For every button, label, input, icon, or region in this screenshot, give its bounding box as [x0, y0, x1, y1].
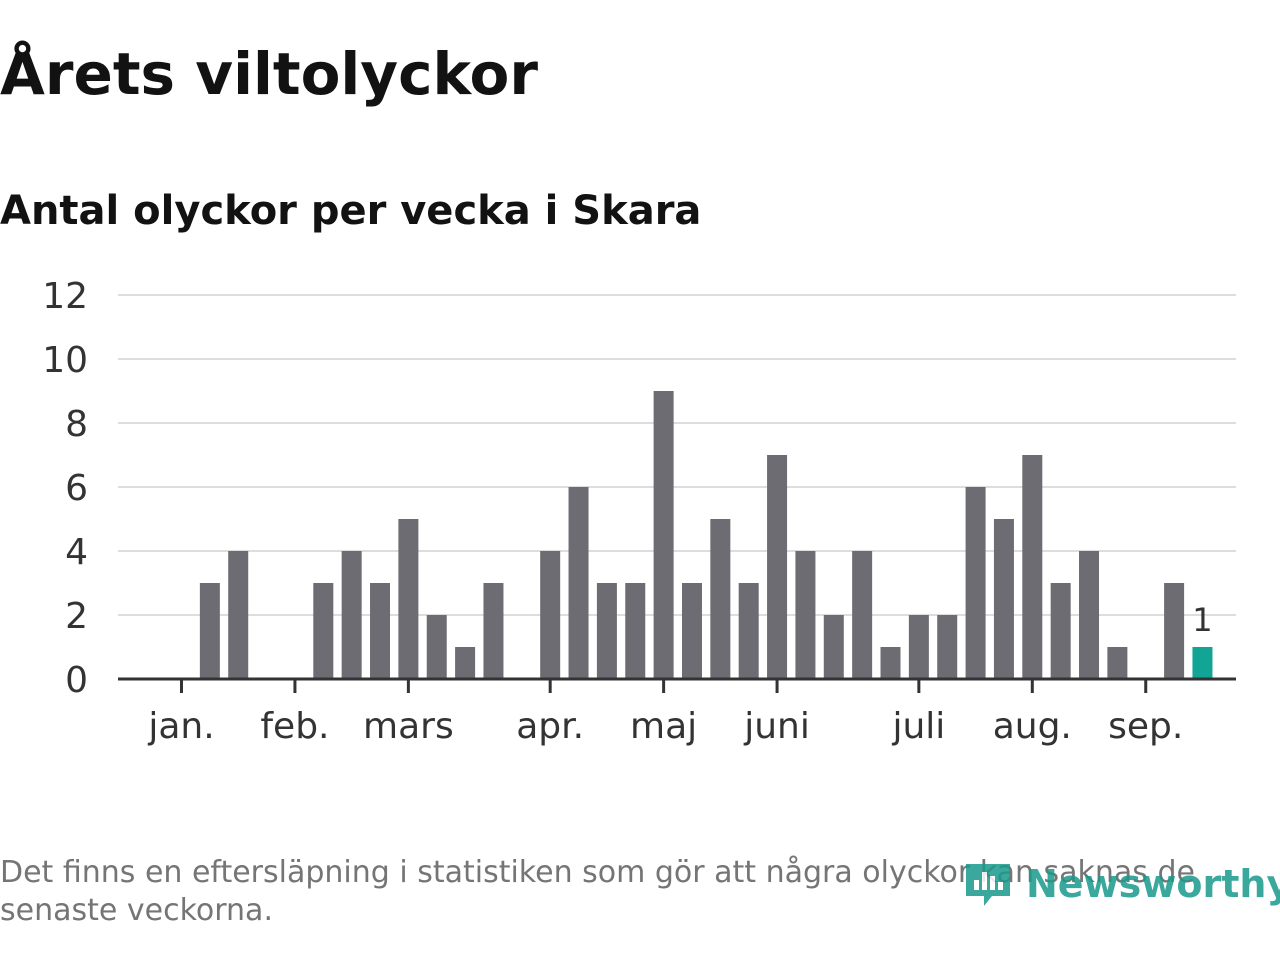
bar [341, 551, 362, 679]
bar [540, 551, 561, 679]
bar [908, 615, 929, 679]
bar [880, 647, 901, 679]
bar [199, 583, 220, 679]
y-tick-label: 4 [65, 532, 88, 573]
bar [596, 583, 617, 679]
bar [625, 583, 646, 679]
y-tick-label: 12 [42, 276, 88, 317]
x-tick-label: juni [743, 706, 810, 747]
bar [426, 615, 447, 679]
bar [823, 615, 844, 679]
grid-lines [118, 294, 1236, 616]
bar [993, 519, 1014, 679]
bar-chart: jan. feb. mars apr. maj juni juli aug. sep. 0 2 4 6… [42, 276, 1236, 747]
y-axis-labels: 0 2 4 6 8 10 12 [42, 276, 88, 701]
brand-name: Newsworthy [1026, 862, 1280, 906]
bar [965, 487, 986, 679]
y-tick-label: 10 [42, 340, 88, 381]
bar [455, 647, 476, 679]
x-tick-label: aug. [993, 706, 1072, 747]
bar [370, 583, 391, 679]
bars [199, 391, 1213, 679]
bar [681, 583, 702, 679]
x-tick-label: juli [891, 706, 945, 747]
x-tick-label: maj [630, 706, 697, 747]
bar [568, 487, 589, 679]
bar [1079, 551, 1100, 679]
data-label: 1 [1192, 601, 1212, 639]
y-tick-label: 0 [65, 660, 88, 701]
bar [1164, 583, 1185, 679]
bar [1050, 583, 1071, 679]
x-tick-label: mars [363, 706, 454, 747]
bar [937, 615, 958, 679]
y-tick-label: 2 [65, 596, 88, 637]
chart-title: Årets viltolyckor [0, 40, 538, 108]
bar [1022, 455, 1043, 679]
bar [738, 583, 759, 679]
bar [313, 583, 334, 679]
bar [852, 551, 873, 679]
newsworthy-logo-icon [966, 864, 1010, 906]
bar [483, 583, 504, 679]
bar [228, 551, 249, 679]
bar [1107, 647, 1128, 679]
annotations: 1 [1192, 601, 1212, 639]
bar [653, 391, 674, 679]
x-axis: jan. feb. mars apr. maj juni juli aug. sep. [118, 677, 1236, 747]
x-tick-label: feb. [260, 706, 329, 747]
bar [767, 455, 788, 679]
x-tick-label: apr. [516, 706, 584, 747]
bar [795, 551, 816, 679]
y-tick-label: 8 [65, 404, 88, 445]
x-tick-label: sep. [1108, 706, 1183, 747]
x-tick-label: jan. [147, 706, 214, 747]
highlight-bar [1192, 647, 1213, 679]
y-tick-label: 6 [65, 468, 88, 509]
brand-logo: Newsworthy [962, 858, 1280, 910]
chart-subtitle: Antal olyckor per vecka i Skara [0, 188, 702, 234]
bar [398, 519, 419, 679]
bar [710, 519, 731, 679]
